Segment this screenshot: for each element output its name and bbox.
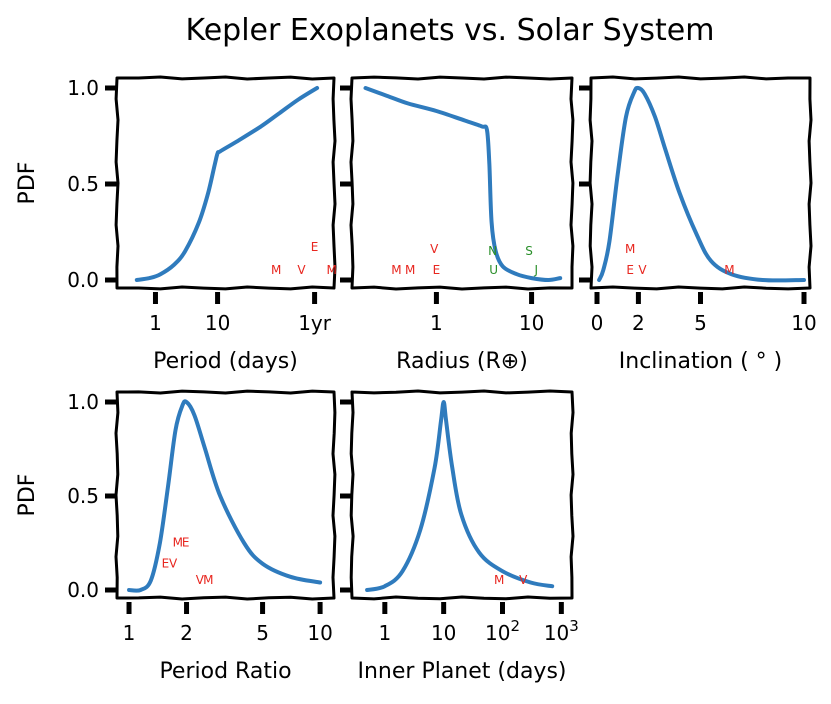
x-tick-label: 10: [791, 311, 816, 335]
x-tick-label: 10: [307, 621, 332, 645]
y-tick-label: 0.5: [67, 172, 99, 196]
y-tick-label: 1.0: [67, 390, 99, 414]
x-axis-label: Radius (R⊕): [396, 349, 528, 374]
y-tick-label: 0.5: [67, 484, 99, 508]
subplot-inner-planet: 1 10 102 103 Inner Planet (days) M V: [340, 389, 579, 684]
planet-marker: V: [519, 573, 528, 587]
y-tick-label: 0.0: [67, 578, 99, 602]
planet-marker: M: [724, 263, 734, 277]
y-axis-label: PDF: [15, 162, 40, 205]
x-axis-label: Period Ratio: [159, 659, 291, 684]
pdf-curve: [363, 86, 563, 282]
x-tick-label: 1yr: [298, 311, 332, 335]
x-axis-label: Inclination ( ° ): [619, 349, 782, 374]
planet-marker: U: [489, 263, 498, 277]
x-tick-label: 0: [591, 311, 604, 335]
pdf-curve: [134, 86, 320, 282]
y-axis-label: PDF: [15, 474, 40, 517]
x-tick-label: 10: [205, 311, 230, 335]
planet-marker: V: [196, 573, 205, 587]
x-tick-label: 10: [431, 621, 456, 645]
x-tick-label: 1: [123, 621, 136, 645]
x-tick-exponent: 2: [510, 617, 520, 635]
planet-marker: J: [533, 263, 538, 277]
planet-marker: M: [326, 263, 336, 277]
pdf-curve: [365, 400, 555, 592]
planet-marker: E: [626, 263, 634, 277]
x-tick-label: 2: [632, 311, 645, 335]
planet-marker: M: [271, 263, 281, 277]
planet-marker: E: [433, 263, 441, 277]
planet-marker: M: [203, 573, 213, 587]
planet-marker: M: [391, 263, 401, 277]
planet-marker: V: [169, 556, 178, 570]
planet-marker: M: [173, 536, 183, 550]
axes-frame: [114, 75, 337, 291]
axes-frame: [114, 389, 337, 601]
figure-title: Kepler Exoplanets vs. Solar System: [186, 13, 715, 48]
x-tick-label: 2: [180, 621, 193, 645]
planet-marker: M: [494, 573, 504, 587]
x-tick-label: 5: [694, 311, 707, 335]
planet-marker: V: [297, 263, 306, 277]
axes-frame: [588, 75, 813, 291]
planet-marker: E: [182, 536, 190, 550]
x-tick-label: 1: [149, 311, 162, 335]
axes-frame: [349, 389, 575, 601]
planet-marker: M: [625, 242, 635, 256]
axes-frame: [349, 75, 575, 291]
pdf-curve: [127, 399, 323, 593]
subplot-radius: 1 10 Radius (R⊕) M M VE NU SJ: [340, 75, 575, 374]
planet-marker: E: [162, 556, 170, 570]
x-tick-label: 1: [430, 311, 443, 335]
x-tick-label: 5: [256, 621, 269, 645]
x-axis-label: Period (days): [153, 349, 298, 374]
x-tick-label: 102: [485, 617, 520, 645]
x-axis-label: Inner Planet (days): [358, 659, 567, 684]
x-tick-label: 103: [544, 617, 579, 645]
y-tick-label: 1.0: [67, 76, 99, 100]
planet-marker: V: [638, 263, 647, 277]
x-tick-label: 1: [378, 621, 391, 645]
planet-marker: N: [488, 244, 497, 258]
x-tick-label: 10: [519, 311, 544, 335]
planet-marker: M: [405, 263, 415, 277]
planet-marker: S: [525, 244, 533, 258]
x-tick-exponent: 3: [569, 617, 579, 635]
planet-marker: E: [311, 240, 319, 254]
planet-marker: V: [430, 242, 439, 256]
pdf-curve: [597, 85, 806, 283]
y-tick-label: 0.0: [67, 268, 99, 292]
